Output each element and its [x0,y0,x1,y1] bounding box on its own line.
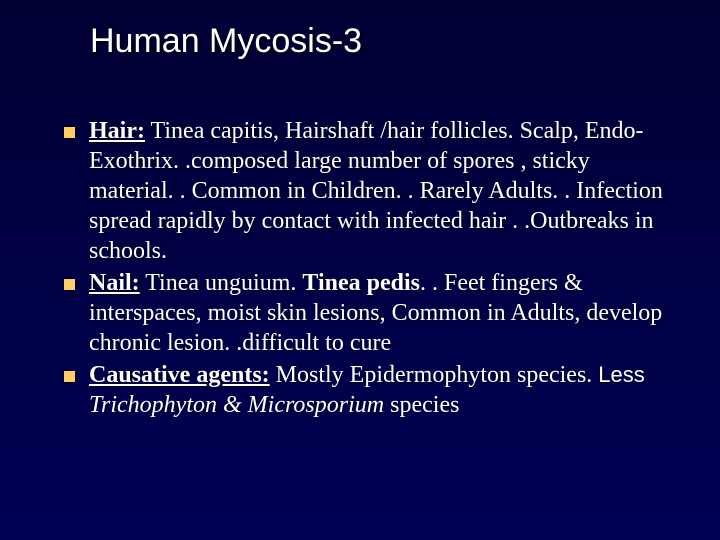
bullet-text: Causative agents: Mostly Epidermophyton … [89,360,670,420]
bullet-bold: Tinea pedis [302,270,420,296]
bullet-item: Nail: Tinea unguium. Tinea pedis. . Feet… [64,268,670,358]
bullet-heading: Causative agents: [89,362,270,388]
bullet-marker-icon [64,371,75,382]
bullet-body-post: species [390,392,459,418]
bullet-marker-icon [64,279,75,290]
bullet-marker-icon [64,127,75,138]
bullet-text: Nail: Tinea unguium. Tinea pedis. . Feet… [89,268,670,358]
bullet-body: Tinea capitis, Hairshaft /hair follicles… [89,118,663,264]
bullet-body-pre: Tinea unguium. [140,270,303,296]
slide-content: Hair: Tinea capitis, Hairshaft /hair fol… [60,116,670,420]
bullet-heading: Nail: [89,270,140,296]
bullet-heading: Hair: [89,118,145,144]
slide-title: Human Mycosis-3 [90,22,670,61]
bullet-italic: Trichophyton & Microsporium [89,392,390,418]
bullet-item: Hair: Tinea capitis, Hairshaft /hair fol… [64,116,670,266]
bullet-sans: Less [598,362,644,387]
bullet-body-pre: Mostly Epidermophyton species. [270,362,599,388]
bullet-text: Hair: Tinea capitis, Hairshaft /hair fol… [89,116,670,266]
slide-container: Human Mycosis-3 Hair: Tinea capitis, Hai… [0,0,720,540]
bullet-item: Causative agents: Mostly Epidermophyton … [64,360,670,420]
